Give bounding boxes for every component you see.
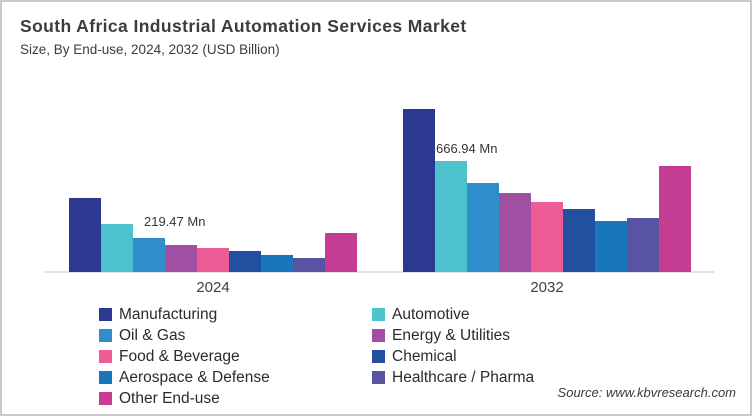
bar-2024-chemical bbox=[229, 251, 261, 272]
legend-swatch-chemical bbox=[372, 350, 385, 363]
legend-item-energy-utilities: Energy & Utilities bbox=[372, 326, 534, 344]
legend-swatch-energy-utilities bbox=[372, 329, 385, 342]
x-axis-line bbox=[44, 271, 714, 273]
legend-column-right: Automotive Energy & Utilities Chemical Heal… bbox=[372, 305, 535, 391]
legend-label-manufacturing: Manufacturing bbox=[119, 305, 218, 323]
legend-label-aerospace-defense: Aerospace & Defense bbox=[119, 368, 270, 386]
bar-2032-oil-gas bbox=[467, 183, 499, 272]
bar-2032-aerospace-defense bbox=[595, 221, 627, 272]
legend-label-healthcare-pharma: Healthcare / Pharma bbox=[392, 368, 535, 386]
legend-swatch-food-beverage bbox=[99, 350, 112, 363]
bar-2032-energy-utilities bbox=[499, 193, 531, 272]
data-label-2024-automotive: 219.47 Mn bbox=[144, 214, 206, 229]
legend-item-oil-gas: Oil & Gas bbox=[99, 326, 270, 344]
source-credit: Source: www.kbvresearch.com bbox=[557, 385, 736, 400]
legend-item-healthcare-pharma: Healthcare / Pharma bbox=[372, 368, 535, 386]
bar-2024-other-end-use bbox=[325, 233, 357, 272]
legend-item-automotive: Automotive bbox=[372, 305, 534, 323]
legend-item-aerospace-defense: Aerospace & Defense bbox=[99, 368, 270, 386]
bar-2032-other-end-use bbox=[659, 166, 691, 272]
legend-swatch-healthcare-pharma bbox=[372, 371, 385, 384]
bar-2032-chemical bbox=[563, 209, 595, 272]
bar-2024-oil-gas bbox=[133, 238, 165, 272]
legend-item-manufacturing: Manufacturing bbox=[99, 305, 270, 323]
bar-2024-automotive bbox=[101, 224, 133, 272]
legend-label-oil-gas: Oil & Gas bbox=[119, 326, 186, 344]
page-title: South Africa Industrial Automation Servi… bbox=[20, 16, 467, 36]
legend-label-chemical: Chemical bbox=[392, 347, 457, 365]
legend-label-other-end-use: Other End-use bbox=[119, 389, 220, 407]
legend-item-food-beverage: Food & Beverage bbox=[99, 347, 270, 365]
legend-swatch-aerospace-defense bbox=[99, 371, 112, 384]
bar-2024-healthcare-pharma bbox=[293, 258, 325, 272]
bar-2032-manufacturing bbox=[403, 109, 435, 272]
legend-swatch-other-end-use bbox=[99, 392, 112, 405]
data-label-2032-automotive: 666.94 Mn bbox=[436, 141, 498, 156]
bar-2024-food-beverage bbox=[197, 248, 229, 272]
page-subtitle: Size, By End-use, 2024, 2032 (USD Billio… bbox=[20, 42, 280, 57]
x-axis-label-2024: 2024 bbox=[196, 279, 230, 296]
legend-label-food-beverage: Food & Beverage bbox=[119, 347, 240, 365]
legend-item-other-end-use: Other End-use bbox=[99, 389, 270, 407]
bar-2024-energy-utilities bbox=[165, 245, 197, 272]
bar-2024-manufacturing bbox=[69, 198, 101, 272]
bar-2024-aerospace-defense bbox=[261, 255, 293, 272]
legend-column-left: Manufacturing Oil & Gas Food & Beverage Aer… bbox=[99, 305, 270, 412]
legend-swatch-manufacturing bbox=[99, 308, 112, 321]
legend-label-energy-utilities: Energy & Utilities bbox=[392, 326, 511, 344]
bar-2032-healthcare-pharma bbox=[627, 218, 659, 272]
legend-label-automotive: Automotive bbox=[392, 305, 470, 323]
x-axis-label-2032: 2032 bbox=[530, 279, 564, 296]
bar-2032-automotive bbox=[435, 161, 467, 272]
bar-2032-food-beverage bbox=[531, 202, 563, 272]
legend-swatch-automotive bbox=[372, 308, 385, 321]
legend-swatch-oil-gas bbox=[99, 329, 112, 342]
legend-item-chemical: Chemical bbox=[372, 347, 534, 365]
